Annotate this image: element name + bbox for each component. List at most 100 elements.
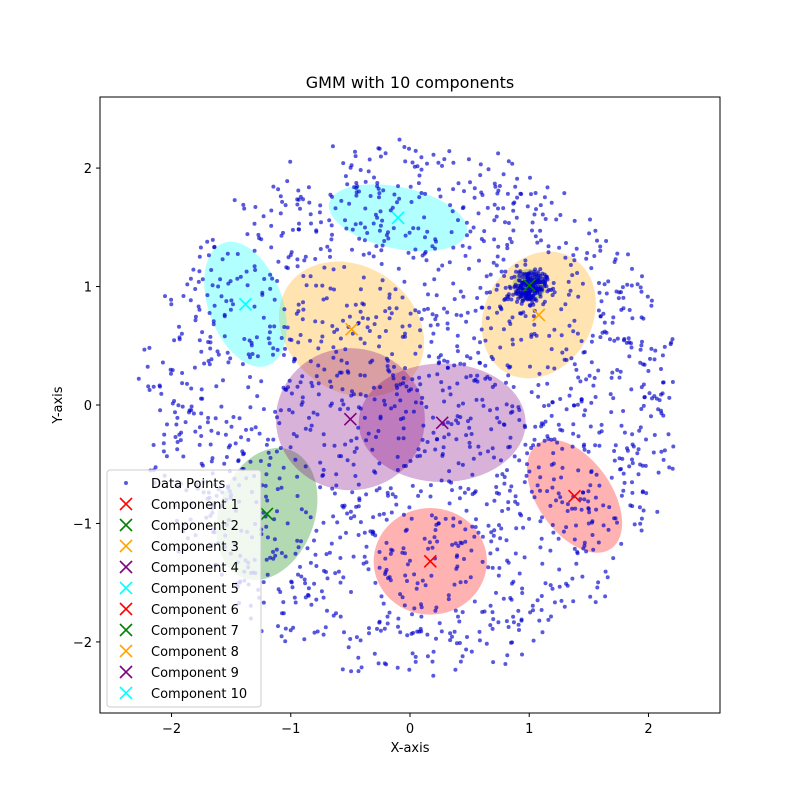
data-point [461,401,465,406]
data-point [366,169,371,174]
data-point [477,629,482,634]
data-point [291,625,296,630]
data-point [380,218,385,223]
data-point [371,221,376,226]
data-point [279,336,284,340]
data-point [242,451,246,456]
data-point [625,448,630,453]
component-means [238,211,582,568]
data-point [468,416,473,421]
data-point [457,496,462,501]
legend-item-component: Component 9 [119,665,239,681]
data-point [511,228,516,233]
data-point [662,448,667,453]
data-point [400,550,405,555]
data-point [556,491,561,496]
data-point [659,449,664,454]
data-point [407,146,411,151]
data-point [290,227,295,232]
data-point [661,380,666,385]
data-point [279,233,284,238]
data-point [268,286,273,291]
data-point [394,306,399,311]
data-point [590,333,595,338]
data-point [225,251,230,256]
data-point [439,478,444,483]
data-point [659,408,663,413]
data-point [147,388,152,392]
data-point [495,310,499,315]
data-point [579,339,584,344]
data-point [420,395,425,400]
data-point [423,235,427,240]
data-point [621,471,626,476]
data-point [428,483,433,488]
data-point [470,492,475,497]
data-point [304,283,309,288]
data-point [517,458,522,463]
data-point [667,465,672,470]
data-point [538,545,543,550]
data-point [412,606,417,611]
data-point [616,296,621,301]
data-point [652,433,657,437]
data-point [575,402,580,407]
data-point [395,468,400,472]
data-point [523,258,528,263]
data-point [460,654,465,659]
data-point [303,581,308,586]
data-point [345,361,349,365]
data-point [197,254,202,259]
data-point [593,395,598,399]
data-point [621,488,626,493]
data-point [465,310,470,315]
data-point [205,293,210,298]
data-point [367,329,372,333]
data-point [454,566,459,571]
component-mean-marker [343,412,357,426]
data-point [309,602,314,607]
data-point [417,173,422,178]
data-point [433,608,438,613]
data-point [565,509,570,513]
data-point [321,432,326,437]
data-point [403,334,407,339]
data-point [545,185,550,190]
data-point [476,444,481,449]
data-point [296,545,301,550]
data-point [277,421,282,426]
data-point [560,446,565,451]
data-point [485,374,490,379]
data-point [585,251,590,255]
data-point [327,218,332,223]
data-point [434,313,439,318]
data-point [192,365,197,370]
data-point [402,279,407,284]
data-point [292,595,297,600]
data-point [450,542,455,547]
data-point [455,414,460,419]
data-point [283,203,288,208]
data-point [431,673,436,678]
data-point [650,396,654,401]
data-point [406,388,411,393]
data-point [328,379,333,384]
data-point [516,278,521,283]
data-point [462,362,467,367]
data-point [407,230,412,235]
data-point [354,446,359,451]
data-point [528,303,533,308]
data-point [372,651,377,656]
data-point [495,473,500,478]
data-point [536,394,541,399]
data-point [248,375,252,379]
data-point [458,289,463,294]
data-point [551,530,556,535]
data-point [373,470,378,475]
data-point [169,297,174,302]
data-point [384,567,389,572]
data-point [594,472,599,477]
data-point [394,383,399,388]
data-point [579,507,584,512]
data-point [409,516,414,521]
